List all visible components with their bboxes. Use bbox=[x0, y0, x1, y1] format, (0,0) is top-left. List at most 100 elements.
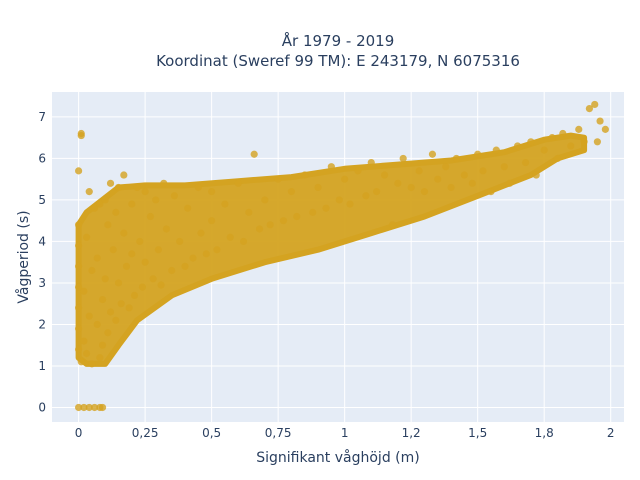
y-tick-label-0: 0 bbox=[38, 400, 46, 414]
data-point-90 bbox=[314, 183, 322, 192]
data-point-34 bbox=[104, 329, 112, 337]
data-point-23 bbox=[88, 266, 96, 275]
data-point-121 bbox=[521, 158, 530, 167]
data-point-60 bbox=[157, 281, 165, 289]
data-point-40 bbox=[112, 208, 120, 216]
data-point-15 bbox=[77, 131, 85, 140]
data-point-56 bbox=[146, 212, 155, 221]
y-tick-label-3: 3 bbox=[38, 276, 46, 290]
data-point-25 bbox=[90, 204, 99, 212]
data-point-8 bbox=[75, 304, 83, 312]
data-point-124 bbox=[540, 146, 548, 154]
data-point-49 bbox=[128, 250, 136, 258]
x-tick-label-4: 1 bbox=[341, 426, 349, 440]
data-point-135 bbox=[593, 138, 601, 146]
y-axis-ticks: 0 1 2 3 4 5 6 7 bbox=[38, 110, 46, 415]
data-point-64 bbox=[170, 192, 178, 200]
data-point-5 bbox=[98, 403, 107, 412]
data-point-1 bbox=[80, 403, 88, 412]
point-cloud-area bbox=[75, 132, 588, 367]
data-point-82 bbox=[261, 196, 269, 204]
data-point-3 bbox=[90, 403, 99, 412]
data-point-76 bbox=[226, 233, 234, 241]
data-point-57 bbox=[149, 275, 157, 283]
data-point-0 bbox=[75, 403, 83, 412]
x-tick-label-0: 0 bbox=[75, 426, 83, 440]
data-point-42 bbox=[114, 279, 123, 287]
data-point-86 bbox=[287, 188, 296, 196]
y-tick-label-4: 4 bbox=[38, 234, 46, 248]
data-point-126 bbox=[553, 154, 562, 163]
data-point-11 bbox=[75, 241, 83, 250]
data-point-10 bbox=[75, 262, 83, 270]
data-point-44 bbox=[120, 229, 128, 237]
data-point-58 bbox=[152, 196, 160, 204]
data-point-102 bbox=[394, 179, 402, 187]
data-point-93 bbox=[335, 196, 343, 204]
data-point-114 bbox=[474, 150, 482, 158]
data-point-9 bbox=[75, 283, 83, 291]
data-point-112 bbox=[460, 171, 468, 179]
data-point-12 bbox=[75, 221, 83, 229]
data-point-43 bbox=[117, 300, 125, 308]
data-point-31 bbox=[98, 341, 107, 349]
data-point-108 bbox=[434, 175, 442, 183]
data-point-78 bbox=[239, 237, 248, 246]
data-point-107 bbox=[428, 150, 437, 158]
x-tick-label-7: 1,8 bbox=[535, 426, 554, 440]
data-point-80 bbox=[250, 150, 258, 158]
data-point-83 bbox=[266, 221, 274, 229]
y-tick-label-5: 5 bbox=[38, 193, 46, 207]
data-point-18 bbox=[80, 287, 88, 295]
data-point-16 bbox=[77, 358, 85, 366]
data-point-94 bbox=[341, 175, 349, 183]
y-tick-label-7: 7 bbox=[38, 110, 46, 124]
data-point-17 bbox=[80, 337, 88, 345]
data-point-22 bbox=[85, 312, 93, 320]
data-point-50 bbox=[130, 291, 139, 299]
data-point-55 bbox=[141, 258, 149, 266]
x-axis-ticks: 0 0,25 0,5 0,75 1 1,2 1,5 1,8 2 bbox=[75, 426, 615, 440]
data-point-109 bbox=[442, 163, 450, 171]
data-point-92 bbox=[327, 163, 335, 171]
data-point-125 bbox=[548, 134, 556, 142]
data-point-68 bbox=[189, 254, 197, 262]
data-point-59 bbox=[154, 246, 163, 254]
data-point-69 bbox=[194, 183, 202, 192]
data-point-37 bbox=[106, 179, 115, 187]
data-point-103 bbox=[399, 154, 407, 163]
x-tick-label-6: 1,5 bbox=[468, 426, 487, 440]
data-point-116 bbox=[487, 188, 495, 196]
data-point-33 bbox=[101, 275, 109, 283]
data-point-110 bbox=[447, 183, 455, 192]
data-point-63 bbox=[168, 266, 176, 275]
data-point-71 bbox=[202, 250, 210, 258]
data-point-79 bbox=[245, 208, 253, 216]
data-point-104 bbox=[407, 183, 415, 192]
data-point-65 bbox=[176, 237, 184, 246]
data-point-132 bbox=[591, 100, 599, 109]
data-point-20 bbox=[85, 188, 93, 196]
data-point-99 bbox=[372, 188, 381, 196]
data-point-67 bbox=[184, 204, 192, 212]
data-point-32 bbox=[101, 196, 109, 204]
x-tick-label-5: 1,2 bbox=[402, 426, 421, 440]
y-tick-label-2: 2 bbox=[38, 317, 46, 331]
data-point-45 bbox=[120, 171, 128, 179]
data-point-122 bbox=[527, 138, 535, 146]
data-point-66 bbox=[181, 262, 189, 270]
data-point-123 bbox=[532, 171, 540, 179]
data-point-120 bbox=[513, 142, 522, 150]
data-point-128 bbox=[567, 142, 575, 150]
data-point-130 bbox=[580, 138, 588, 146]
x-axis-title: Signifikant våghöjd (m) bbox=[256, 449, 419, 466]
data-point-133 bbox=[596, 117, 604, 125]
data-point-85 bbox=[279, 217, 288, 225]
data-point-7 bbox=[75, 325, 83, 333]
data-point-72 bbox=[208, 188, 216, 196]
data-point-106 bbox=[420, 188, 429, 196]
y-tick-label-1: 1 bbox=[38, 359, 46, 373]
data-point-105 bbox=[415, 167, 423, 175]
data-point-81 bbox=[255, 225, 264, 233]
